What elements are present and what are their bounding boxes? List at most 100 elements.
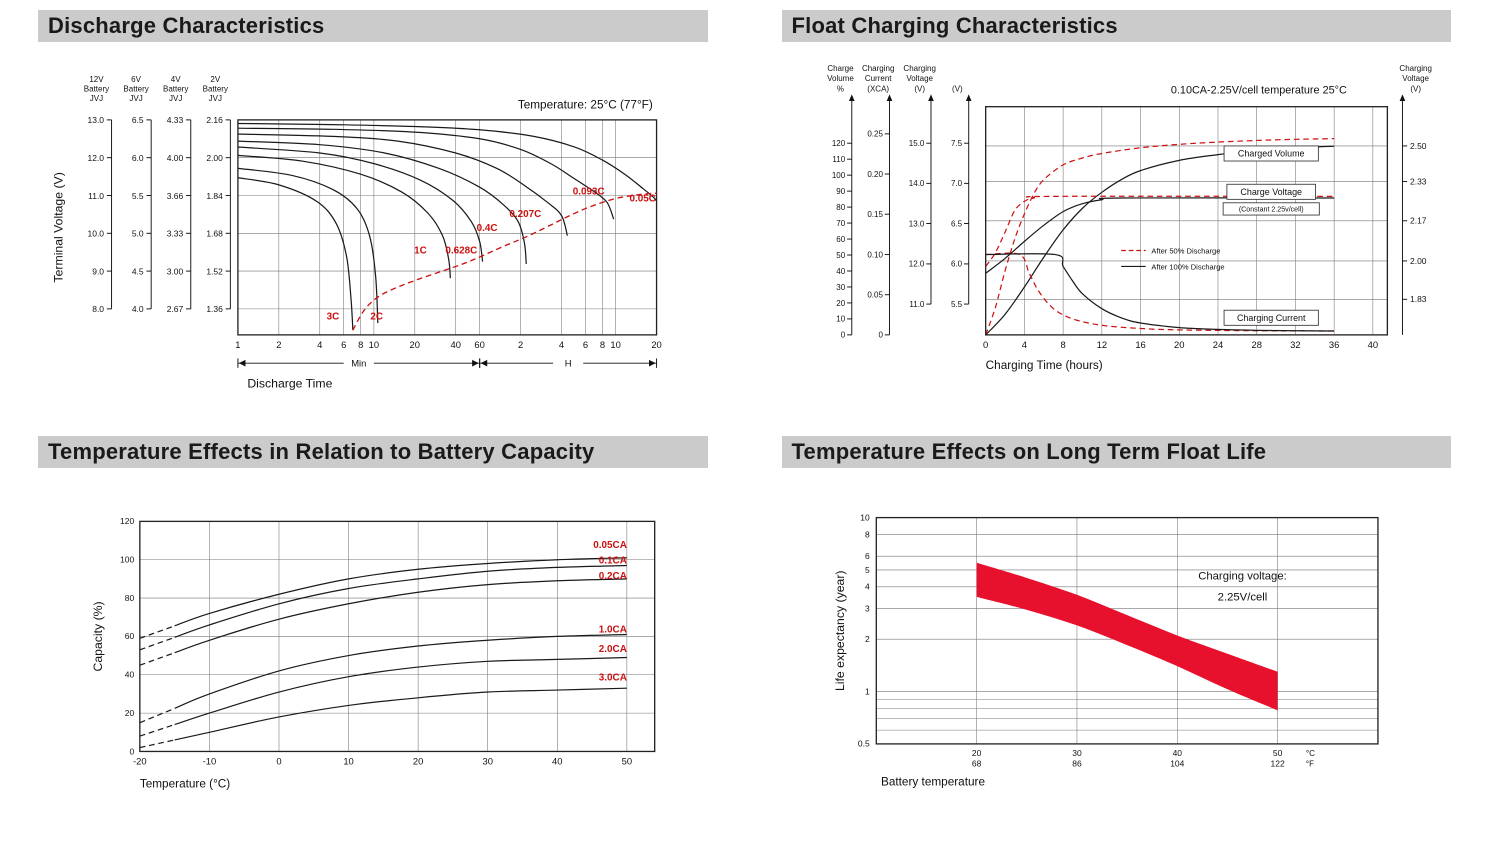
quad-float-charge: Float Charging Characteristics 0 4 8 12 16 20… — [781, 10, 1451, 406]
series-charging-current-50 — [985, 252, 1334, 332]
unit-span-label: H — [565, 357, 572, 368]
arrow-right — [649, 359, 656, 367]
section-title-float-life: Temperature Effects on Long Term Float L… — [791, 438, 1267, 464]
x-tick-label: 2 — [276, 339, 281, 350]
quad-discharge: Discharge Characteristics 1 2 4 6 8 10 20 40 60 2… — [38, 10, 708, 406]
tick-label: 7.5 — [950, 139, 962, 148]
unit-celsius: °C — [1305, 749, 1314, 758]
x-tick-label: 8 — [600, 339, 605, 350]
arrow-left — [480, 359, 488, 367]
x-axis-title: Battery temperature — [881, 775, 985, 788]
temperature-capacity-chart: -20 -10 0 10 20 30 40 50 0 20 40 60 80 100 120 0.05CA 0.… — [91, 516, 656, 790]
y-tick-label: 9.0 — [92, 266, 104, 276]
y-tick-label: 6 — [864, 551, 869, 561]
x-tick-label: 40 — [552, 755, 562, 766]
tick-label: 5.5 — [950, 300, 962, 309]
x-tick-celsius: 40 — [1172, 748, 1182, 758]
curve-label: Charging Current — [1236, 313, 1305, 323]
x-tick-label: -20 — [133, 755, 147, 766]
series-cutoff-line — [352, 192, 657, 331]
y-tick-label: 120 — [120, 516, 134, 526]
x-axis-title: Charging Time (hours) — [985, 359, 1102, 372]
axis-header: Charging — [903, 64, 935, 73]
tick-label: 6.0 — [950, 260, 962, 269]
x-tick-label: 0 — [276, 755, 281, 766]
y-axis-header: 6V — [131, 75, 141, 84]
series-1C — [237, 154, 451, 279]
y-tick-label: 4 — [864, 581, 869, 591]
x-tick-fahrenheit: 104 — [1170, 758, 1184, 768]
legend-label: After 100% Discharge — [1151, 262, 1224, 271]
y-tick-label: 5.0 — [132, 229, 144, 239]
axis-arrow — [886, 94, 892, 102]
x-tick-label: 8 — [1060, 339, 1065, 350]
y-tick-label: 80 — [125, 592, 135, 602]
y-tick-label: 4.00 — [167, 153, 184, 163]
series-0.2CA-dashed — [139, 651, 175, 666]
series-2.0CA — [174, 656, 627, 725]
x-tick-label: 40 — [1367, 339, 1377, 350]
y-axis-header: 12V — [89, 75, 104, 84]
y-tick-label: 1 — [864, 686, 869, 696]
x-tick-label: 10 — [369, 339, 379, 350]
tick-label: 14.0 — [908, 179, 924, 188]
x-tick-celsius: 30 — [1072, 748, 1082, 758]
series-1.0CA — [174, 633, 627, 709]
series-3.0CA-dashed — [139, 738, 175, 748]
series-charged-volume-50 — [984, 138, 1334, 336]
x-tick-label: 16 — [1135, 339, 1145, 350]
float-life-plot: 1086543210.5206830864010450122°C°FChargi… — [833, 512, 1379, 788]
y-tick-label: 6.0 — [132, 153, 144, 163]
series-charged-volume-100 — [984, 145, 1334, 336]
unit-label-bg — [553, 356, 584, 370]
x-tick-fahrenheit: 122 — [1270, 758, 1284, 768]
rate-label: 0.05CA — [593, 540, 627, 551]
x-tick-label: 6 — [583, 339, 588, 350]
x-tick-label: 12 — [1096, 339, 1106, 350]
y-tick-label: 4.33 — [167, 115, 184, 125]
y-axis-header: 2V — [210, 75, 220, 84]
axis-header: Volume — [827, 74, 854, 83]
axis-header: Voltage — [906, 74, 933, 83]
chart-note: 0.10CA-2.25V/cell temperature 25°C — [1170, 84, 1346, 96]
axis-arrow — [1399, 94, 1405, 102]
x-axis-title: Discharge Time — [247, 377, 332, 391]
axis-header: (XCA) — [867, 85, 889, 94]
x-tick-label: 36 — [1328, 339, 1338, 350]
tick-label: 0.15 — [867, 210, 883, 219]
x-tick-label: 10 — [610, 339, 620, 350]
section-header-float-life: Temperature Effects on Long Term Float L… — [781, 435, 1451, 468]
series-0.628C — [237, 146, 484, 262]
curve-label: Charged Volume — [1237, 149, 1304, 159]
tick-label: 0.20 — [867, 170, 883, 179]
x-tick-label: 20 — [651, 339, 661, 350]
y-tick-label: 5.5 — [132, 191, 144, 201]
tick-label: 80 — [836, 203, 845, 212]
y-axis-header: JVJ — [209, 94, 222, 103]
axis-header: (V) — [952, 85, 963, 94]
tick-label: 50 — [836, 251, 845, 260]
tick-label: 10 — [836, 315, 845, 324]
y-tick-label: 4.0 — [132, 304, 144, 314]
tick-label: 2.00 — [1410, 256, 1427, 266]
y-tick-label: 3.00 — [167, 266, 184, 276]
rate-label: 1C — [414, 245, 427, 256]
y-tick-label: 12.0 — [88, 153, 105, 163]
tick-label: 2.50 — [1410, 141, 1427, 151]
y-tick-label: 1.52 — [206, 266, 223, 276]
series-charge-voltage-100 — [984, 197, 1334, 274]
plot-frame — [984, 106, 1388, 336]
x-tick-label: 30 — [482, 755, 492, 766]
rate-label: 3C — [327, 312, 340, 323]
x-tick-label: 60 — [474, 339, 484, 350]
tick-label: 70 — [836, 219, 845, 228]
y-tick-label: 6.5 — [132, 115, 144, 125]
quad-temp-capacity: Temperature Effects in Relation to Batte… — [38, 435, 708, 803]
y-axis-header: Battery — [123, 85, 148, 94]
axis-header: Charging — [1399, 64, 1431, 73]
y-tick-label: 5 — [864, 564, 869, 574]
series-0.05CA — [174, 556, 627, 627]
quad-float-life: Temperature Effects on Long Term Float L… — [781, 435, 1451, 803]
curve-label-box — [1223, 309, 1319, 326]
y-tick-label: 2 — [864, 634, 869, 644]
